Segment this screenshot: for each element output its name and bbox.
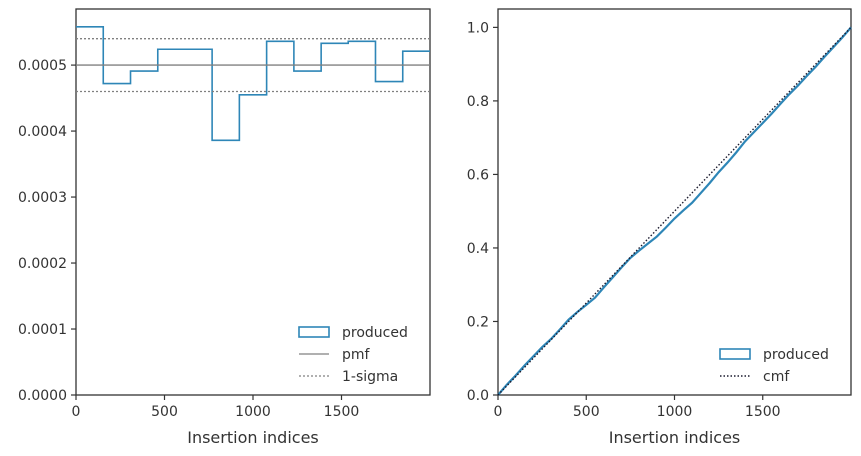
- y-tick-label: 0.2: [467, 314, 489, 330]
- right-x-axis-label: Insertion indices: [609, 428, 741, 447]
- left-chart: 0 500 1000 1500 0.0000 0.0001 0.0002 0.0003 0.00…: [18, 8, 431, 447]
- x-tick-label: 1500: [745, 404, 781, 420]
- legend-produced-swatch: [298, 326, 330, 338]
- y-tick-label: 0.0: [467, 388, 489, 404]
- y-tick-label: 0.4: [467, 241, 489, 257]
- produced-line: [497, 26, 852, 396]
- y-tick-label: 0.0000: [18, 388, 67, 404]
- produced-step-line: [76, 26, 430, 142]
- x-tick-label: 0: [494, 404, 503, 420]
- x-tick-label: 1500: [324, 404, 360, 420]
- y-tick-label: 0.0003: [18, 190, 67, 206]
- y-tick-label: 1.0: [467, 20, 489, 36]
- legend-label: pmf: [342, 347, 371, 363]
- legend-produced-swatch: [719, 348, 751, 360]
- axes-frame: [497, 8, 852, 396]
- legend-label: 1-sigma: [342, 369, 398, 385]
- left-ticks: 0 500 1000 1500 0.0000 0.0001 0.0002 0.0003 0.00…: [18, 58, 359, 420]
- legend-label: produced: [763, 347, 829, 363]
- legend-label: cmf: [763, 369, 790, 385]
- right-chart: 0 500 1000 1500 0.0 0.2 0.4 0.6 0.8 1.0 Insertion…: [467, 8, 852, 447]
- left-legend: produced pmf 1-sigma: [298, 325, 408, 385]
- y-tick-label: 0.8: [467, 94, 489, 110]
- right-ticks: 0 500 1000 1500 0.0 0.2 0.4 0.6 0.8 1.0: [467, 20, 781, 420]
- left-x-axis-label: Insertion indices: [187, 428, 319, 447]
- right-legend: produced cmf: [719, 347, 829, 385]
- cmf-line: [497, 26, 852, 396]
- x-tick-label: 1000: [657, 404, 693, 420]
- y-tick-label: 0.0005: [18, 58, 67, 74]
- x-tick-label: 500: [573, 404, 600, 420]
- y-tick-label: 0.0001: [18, 322, 67, 338]
- legend-label: produced: [342, 325, 408, 341]
- y-tick-label: 0.6: [467, 167, 489, 183]
- x-tick-label: 500: [151, 404, 178, 420]
- x-tick-label: 0: [72, 404, 81, 420]
- y-tick-label: 0.0004: [18, 124, 67, 140]
- y-tick-label: 0.0002: [18, 256, 67, 272]
- right-plot-layer: [497, 8, 852, 396]
- x-tick-label: 1000: [235, 404, 271, 420]
